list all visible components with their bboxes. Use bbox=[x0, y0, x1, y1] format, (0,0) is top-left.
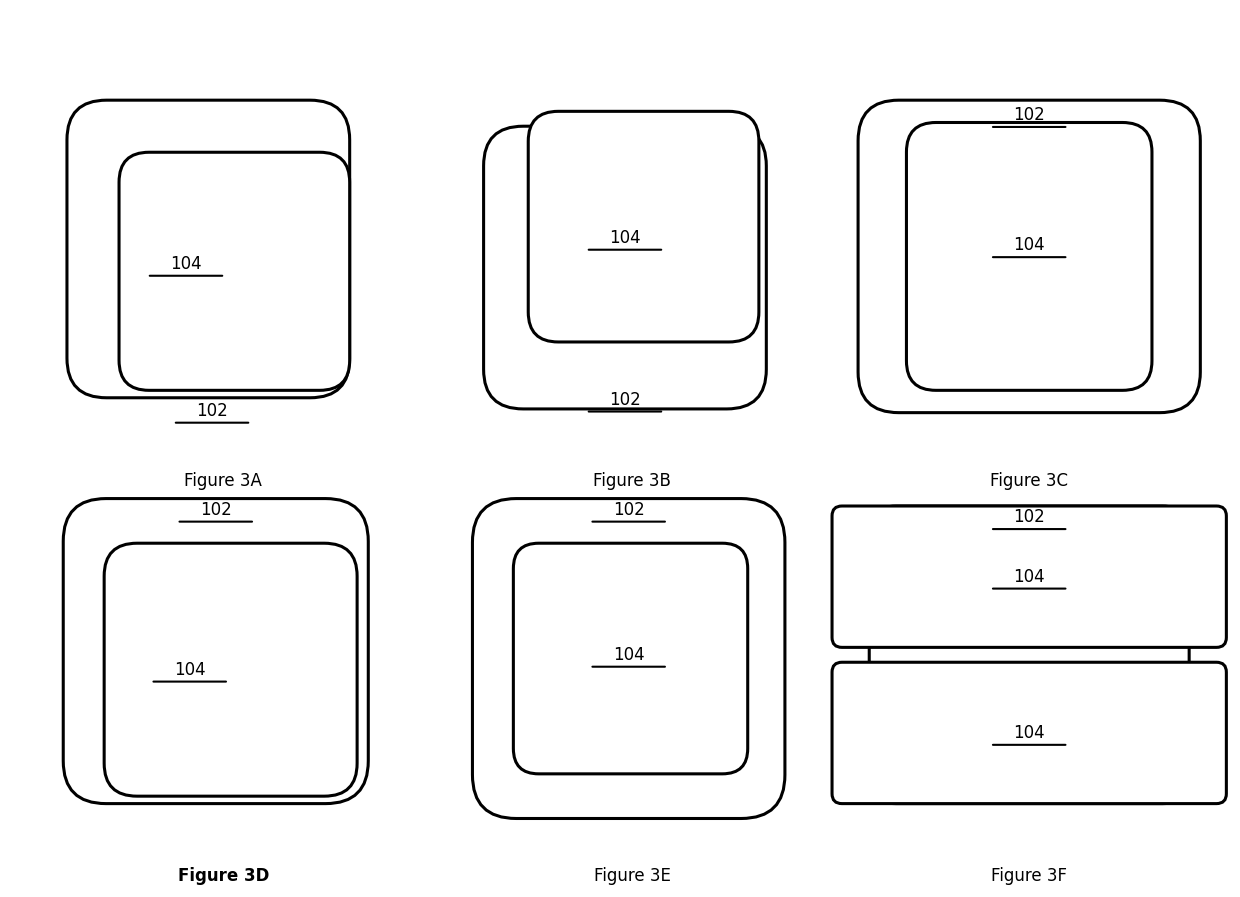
Text: 104: 104 bbox=[613, 646, 645, 664]
Text: 102: 102 bbox=[196, 402, 228, 420]
FancyBboxPatch shape bbox=[906, 123, 1152, 390]
Text: 104: 104 bbox=[174, 661, 206, 679]
Text: 104: 104 bbox=[1013, 236, 1045, 254]
FancyBboxPatch shape bbox=[67, 100, 350, 397]
FancyBboxPatch shape bbox=[63, 499, 368, 804]
Text: 102: 102 bbox=[609, 390, 641, 409]
Text: Figure 3F: Figure 3F bbox=[991, 867, 1068, 884]
FancyBboxPatch shape bbox=[869, 506, 1189, 804]
Text: 104: 104 bbox=[170, 255, 202, 273]
FancyBboxPatch shape bbox=[528, 111, 759, 342]
Text: Figure 3E: Figure 3E bbox=[594, 867, 671, 884]
FancyBboxPatch shape bbox=[472, 499, 785, 818]
Text: 102: 102 bbox=[1013, 106, 1045, 124]
Text: 102: 102 bbox=[613, 501, 645, 518]
Text: 102: 102 bbox=[1013, 509, 1045, 527]
FancyBboxPatch shape bbox=[104, 544, 357, 797]
Text: Figure 3C: Figure 3C bbox=[991, 472, 1068, 490]
FancyBboxPatch shape bbox=[513, 544, 748, 774]
FancyBboxPatch shape bbox=[119, 152, 350, 390]
FancyBboxPatch shape bbox=[832, 662, 1226, 804]
Text: 104: 104 bbox=[1013, 568, 1045, 586]
Text: 104: 104 bbox=[1013, 724, 1045, 742]
Text: Figure 3B: Figure 3B bbox=[594, 472, 671, 490]
FancyBboxPatch shape bbox=[484, 126, 766, 409]
FancyBboxPatch shape bbox=[832, 506, 1226, 648]
Text: 104: 104 bbox=[609, 229, 641, 247]
Text: Figure 3A: Figure 3A bbox=[185, 472, 262, 490]
Text: 102: 102 bbox=[200, 501, 232, 518]
FancyBboxPatch shape bbox=[858, 100, 1200, 413]
Text: Figure 3D: Figure 3D bbox=[177, 867, 269, 884]
